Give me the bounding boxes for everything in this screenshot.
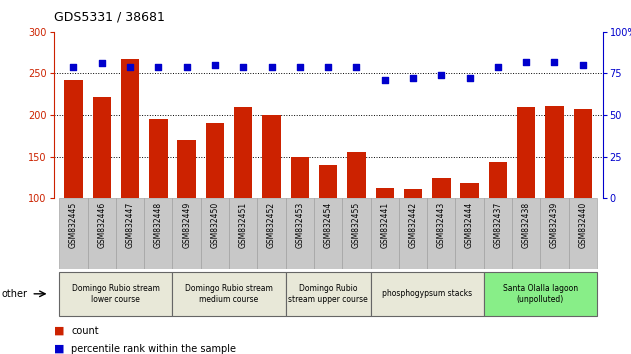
Point — [408, 76, 418, 81]
Point — [125, 64, 135, 70]
Bar — [484, 198, 512, 269]
Bar — [64, 80, 83, 198]
Text: GSM832451: GSM832451 — [239, 202, 248, 248]
Text: Domingo Rubio stream
lower course: Domingo Rubio stream lower course — [72, 284, 160, 303]
Point — [380, 77, 390, 83]
Bar — [59, 272, 172, 316]
Text: GSM832439: GSM832439 — [550, 202, 559, 248]
Point — [210, 62, 220, 68]
Point — [323, 64, 333, 70]
Point — [351, 64, 362, 70]
Text: GSM832454: GSM832454 — [324, 202, 333, 248]
Text: ■: ■ — [54, 326, 64, 336]
Bar — [314, 198, 342, 269]
Text: GSM832452: GSM832452 — [267, 202, 276, 248]
Point — [578, 62, 588, 68]
Bar — [172, 272, 286, 316]
Bar — [229, 198, 257, 269]
Bar — [517, 107, 535, 198]
Text: percentile rank within the sample: percentile rank within the sample — [71, 344, 236, 354]
Bar — [370, 272, 484, 316]
Point — [550, 59, 560, 65]
Bar — [257, 198, 286, 269]
Bar — [286, 272, 370, 316]
Point — [238, 64, 248, 70]
Bar — [404, 189, 422, 198]
Bar — [347, 153, 365, 198]
Text: GSM832449: GSM832449 — [182, 202, 191, 248]
Text: Santa Olalla lagoon
(unpolluted): Santa Olalla lagoon (unpolluted) — [503, 284, 578, 303]
Point — [295, 64, 305, 70]
Bar — [456, 198, 484, 269]
Text: GSM832442: GSM832442 — [408, 202, 418, 248]
Bar — [512, 198, 540, 269]
Bar — [375, 188, 394, 198]
Bar — [201, 198, 229, 269]
Point — [493, 64, 503, 70]
Text: GSM832450: GSM832450 — [210, 202, 220, 248]
Bar — [432, 178, 451, 198]
Text: count: count — [71, 326, 99, 336]
Bar — [488, 162, 507, 198]
Text: GSM832448: GSM832448 — [154, 202, 163, 248]
Text: GSM832453: GSM832453 — [295, 202, 304, 248]
Text: Domingo Rubio stream
medium course: Domingo Rubio stream medium course — [185, 284, 273, 303]
Point — [153, 64, 163, 70]
Point — [436, 72, 446, 78]
Bar — [484, 272, 597, 316]
Text: Domingo Rubio
stream upper course: Domingo Rubio stream upper course — [288, 284, 368, 303]
Text: GSM832440: GSM832440 — [578, 202, 587, 248]
Text: GSM832438: GSM832438 — [522, 202, 531, 248]
Bar — [370, 198, 399, 269]
Bar — [545, 106, 563, 198]
Text: GSM832447: GSM832447 — [126, 202, 134, 248]
Bar — [262, 115, 281, 198]
Point — [266, 64, 276, 70]
Bar — [121, 59, 139, 198]
Bar — [427, 198, 456, 269]
Bar — [93, 97, 111, 198]
Point — [182, 64, 192, 70]
Text: GSM832443: GSM832443 — [437, 202, 446, 248]
Text: GSM832444: GSM832444 — [465, 202, 474, 248]
Point — [97, 61, 107, 66]
Text: phosphogypsum stacks: phosphogypsum stacks — [382, 289, 472, 298]
Text: GSM832445: GSM832445 — [69, 202, 78, 248]
Point — [68, 64, 78, 70]
Bar — [234, 107, 252, 198]
Bar — [149, 119, 168, 198]
Bar — [144, 198, 172, 269]
Text: GSM832446: GSM832446 — [97, 202, 106, 248]
Bar — [540, 198, 569, 269]
Point — [464, 76, 475, 81]
Text: GSM832455: GSM832455 — [352, 202, 361, 248]
Bar — [88, 198, 116, 269]
Bar — [172, 198, 201, 269]
Bar — [342, 198, 370, 269]
Bar — [116, 198, 144, 269]
Bar — [569, 198, 597, 269]
Text: GDS5331 / 38681: GDS5331 / 38681 — [54, 10, 165, 23]
Bar — [319, 165, 338, 198]
Bar — [286, 198, 314, 269]
Text: GSM832441: GSM832441 — [380, 202, 389, 248]
Bar — [461, 183, 479, 198]
Bar — [177, 140, 196, 198]
Text: ■: ■ — [54, 344, 64, 354]
Text: GSM832437: GSM832437 — [493, 202, 502, 248]
Bar — [59, 198, 88, 269]
Bar — [291, 156, 309, 198]
Point — [521, 59, 531, 65]
Bar — [574, 109, 592, 198]
Text: other: other — [2, 289, 28, 299]
Bar — [399, 198, 427, 269]
Bar — [206, 122, 224, 198]
